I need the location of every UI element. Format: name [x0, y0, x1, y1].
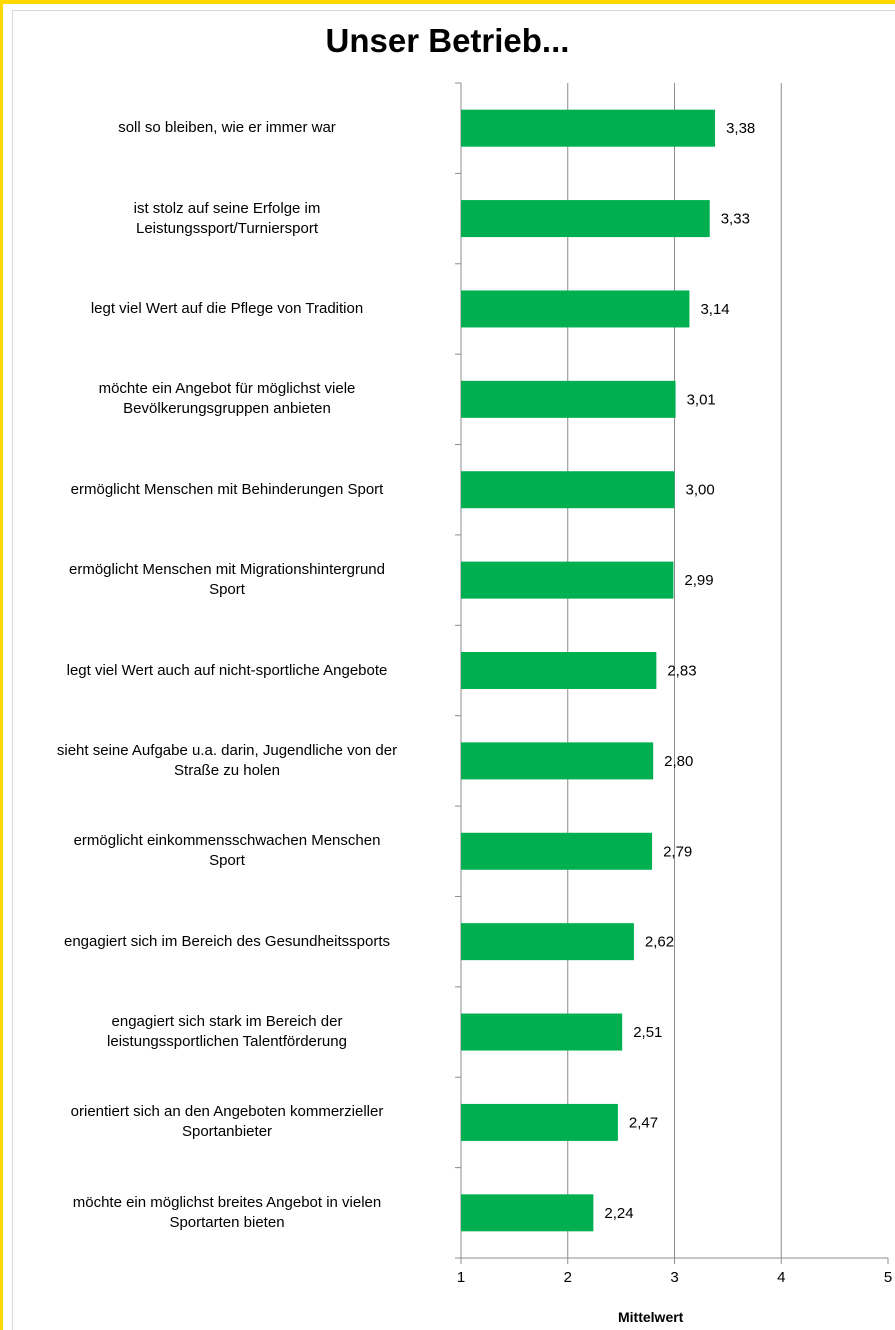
data-label: 3,00	[686, 482, 715, 499]
category-label-line: Sport	[209, 581, 245, 599]
category-label-line: legt viel Wert auf die Pflege von Tradit…	[90, 299, 364, 317]
category-label-line: möchte ein Angebot für möglichst viele	[98, 380, 356, 398]
category-label: legt viel Wert auch auf nicht-sportliche…	[7, 661, 447, 681]
x-tick-label: 5	[884, 1269, 892, 1286]
category-label: soll so bleiben, wie er immer war	[7, 118, 447, 138]
category-label: ist stolz auf seine Erfolge im Leistungss…	[7, 199, 447, 239]
chart-area-border	[12, 10, 895, 1330]
category-label-line: ist stolz auf seine Erfolge im	[133, 199, 321, 217]
category-label-line: leistungssportlichen Talentförderung	[107, 1033, 347, 1051]
data-label: 2,99	[684, 572, 713, 589]
category-label: möchte ein Angebot für möglichst viele Be…	[7, 379, 447, 419]
category-label-line: engagiert sich stark im Bereich der	[111, 1013, 343, 1031]
category-label-line: ermöglicht Menschen mit Behinderungen Sp…	[70, 480, 384, 498]
category-label-line: soll so bleiben, wie er immer war	[118, 119, 336, 137]
bar	[461, 742, 654, 780]
data-label: 2,80	[664, 753, 693, 770]
category-label-line: sieht seine Aufgabe u.a. darin, Jugendli…	[56, 741, 398, 759]
bar	[461, 200, 710, 238]
chart-title: Unser Betrieb...	[325, 22, 570, 59]
category-label: engagiert sich im Bereich des Gesundheit…	[7, 932, 447, 952]
category-label: ermöglicht Menschen mit Behinderungen Sp…	[7, 480, 447, 500]
x-axis-label: Mittelwert	[618, 1309, 684, 1325]
bar	[461, 652, 657, 689]
data-label: 2,62	[645, 934, 674, 951]
data-label: 2,47	[629, 1114, 658, 1131]
data-label: 3,38	[726, 120, 755, 137]
category-label: ermöglicht einkommensschwachen Menschen S…	[7, 831, 447, 871]
category-label-line: Bevölkerungsgruppen anbieten	[123, 400, 331, 418]
category-label-line: Straße zu holen	[174, 761, 280, 779]
data-label: 2,79	[663, 843, 692, 860]
category-label-line: Sportanbieter	[181, 1123, 273, 1141]
category-label: ermöglicht Menschen mit Migrationshinter…	[7, 560, 447, 600]
category-label-line: orientiert sich an den Angeboten kommerz…	[70, 1103, 384, 1121]
category-label-line: möchte ein möglichst breites Angebot in …	[72, 1193, 382, 1211]
bar	[461, 1103, 618, 1141]
category-label: sieht seine Aufgabe u.a. darin, Jugendli…	[7, 741, 447, 781]
category-label: möchte ein möglichst breites Angebot in …	[7, 1193, 447, 1233]
bar	[461, 561, 674, 599]
x-tick-label: 4	[777, 1269, 785, 1286]
category-label: engagiert sich stark im Bereich der leist…	[7, 1012, 447, 1052]
data-label: 3,33	[721, 211, 750, 228]
category-label-line: ermöglicht Menschen mit Migrationshinter…	[69, 561, 385, 579]
category-label: legt viel Wert auf die Pflege von Tradit…	[7, 299, 447, 319]
bar	[461, 832, 653, 870]
data-label: 2,24	[604, 1205, 633, 1222]
data-label: 2,51	[633, 1024, 662, 1041]
data-label: 3,14	[700, 301, 729, 318]
category-label-line: engagiert sich im Bereich des Gesundheit…	[63, 932, 390, 950]
bar	[461, 109, 716, 147]
data-label: 2,83	[667, 663, 696, 680]
bar	[461, 380, 676, 418]
category-label-line: Sport	[209, 852, 245, 870]
bar	[461, 471, 675, 509]
data-label: 3,01	[687, 391, 716, 408]
bar	[461, 290, 690, 328]
bar	[461, 923, 634, 961]
bar	[461, 1194, 594, 1232]
x-tick-label: 3	[670, 1269, 678, 1286]
category-label-line: Leistungssport/Turniersport	[135, 219, 319, 237]
category-label: orientiert sich an den Angeboten kommerz…	[7, 1102, 447, 1142]
category-label-line: Sportarten bieten	[169, 1213, 285, 1231]
category-label-line: ermöglicht einkommensschwachen Menschen	[73, 832, 381, 850]
x-tick-label: 2	[564, 1269, 572, 1286]
bar	[461, 1013, 623, 1051]
x-tick-label: 1	[457, 1269, 465, 1286]
category-label-line: legt viel Wert auch auf nicht-sportliche…	[66, 661, 388, 679]
